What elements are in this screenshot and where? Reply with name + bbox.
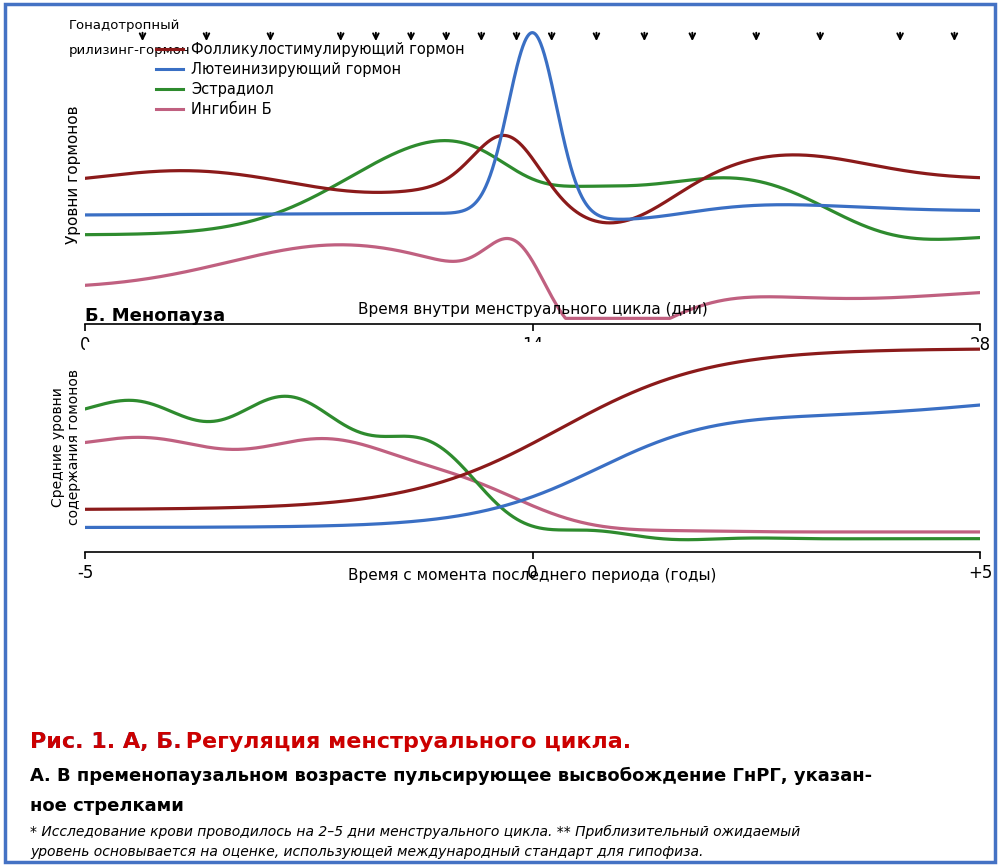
Text: Б. Менопауза: Б. Менопауза <box>85 307 225 325</box>
Y-axis label: Средние уровни
содержания гомонов: Средние уровни содержания гомонов <box>51 369 81 525</box>
Text: уровень основывается на оценке, использующей международный стандарт для гипофиза: уровень основывается на оценке, использу… <box>30 845 703 859</box>
Legend: Фолликулостимулирующий гормон, Лютеинизирующий гормон, Эстрадиол, Ингибин Б: Фолликулостимулирующий гормон, Лютеинизи… <box>150 36 471 123</box>
Text: рилизинг-гормон: рилизинг-гормон <box>69 44 191 57</box>
Text: Гонадотропный: Гонадотропный <box>69 19 180 32</box>
Text: Рис. 1. А, Б.: Рис. 1. А, Б. <box>30 732 182 752</box>
Text: Время внутри менструального цикла (дни): Время внутри менструального цикла (дни) <box>358 302 707 318</box>
Text: Рис. 1. А, Б.: Рис. 1. А, Б. <box>30 732 182 752</box>
Text: ное стрелками: ное стрелками <box>30 797 184 815</box>
Text: * Исследование крови проводилось на 2–5 дни менструального цикла. ** Приблизител: * Исследование крови проводилось на 2–5 … <box>30 825 800 839</box>
Text: Регуляция менструального цикла.: Регуляция менструального цикла. <box>178 732 631 752</box>
Text: А. В пременопаузальном возрасте пульсирующее высвобождение ГнРГ, указан-: А. В пременопаузальном возрасте пульсиру… <box>30 766 872 785</box>
Y-axis label: Уровни гормонов: Уровни гормонов <box>66 106 81 244</box>
Text: Время с момента последнего периода (годы): Время с момента последнего периода (годы… <box>348 568 717 583</box>
